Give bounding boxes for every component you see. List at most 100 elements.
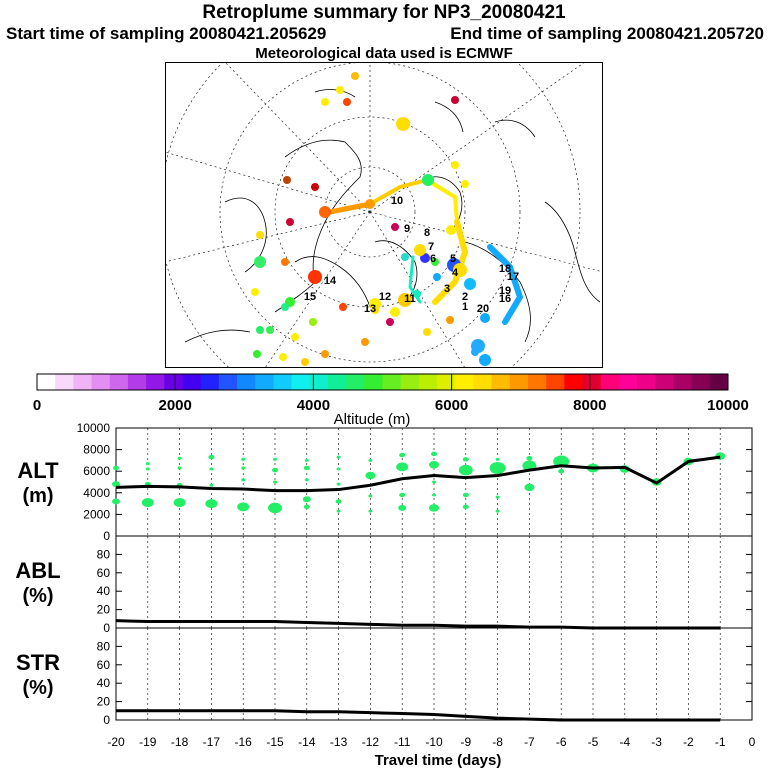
plume-dot: [446, 316, 454, 324]
y-tick-label: 0: [103, 529, 110, 543]
cluster-bubble: [526, 455, 533, 461]
colorbar-tick-label: 2000: [159, 397, 192, 414]
y-tick-label: 80: [97, 547, 111, 561]
cluster-bubble: [429, 504, 439, 512]
cluster-bubble: [396, 462, 409, 472]
colorbar-swatch: [637, 374, 656, 390]
cluster-bubble: [145, 467, 150, 471]
colorbar-swatch: [546, 374, 565, 390]
x-tick-label: -18: [171, 735, 189, 749]
y-tick-label: 60: [97, 658, 111, 672]
plume-dot: [451, 96, 459, 104]
x-tick-label: -2: [683, 735, 694, 749]
cluster-bubble: [335, 499, 342, 504]
cluster-bubble: [558, 468, 565, 474]
plume-dot: [301, 358, 309, 366]
cluster-bubble: [273, 457, 277, 461]
plume-day-label: 7: [428, 241, 434, 253]
cluster-bubble: [302, 496, 311, 503]
cluster-bubble: [336, 482, 341, 486]
plume-dot: [256, 326, 264, 334]
start-time-label: Start time of sampling 20080421.205629: [6, 24, 327, 43]
cluster-bubble: [113, 465, 119, 471]
cluster-bubble: [177, 466, 182, 470]
y-tick-label: 6000: [83, 464, 110, 478]
cluster-bubble: [112, 481, 120, 488]
cluster-bubble: [399, 452, 406, 458]
y-tick-label: 20: [97, 695, 111, 709]
colorbar-swatch: [146, 374, 165, 390]
y-axis-label: STR: [16, 650, 60, 675]
colorbar-swatch: [255, 374, 274, 390]
y-tick-label: 40: [97, 584, 111, 598]
colorbar-ticks: 0 2000 4000 6000 8000 10000: [33, 374, 749, 414]
x-tick-label: -12: [362, 735, 380, 749]
series-line: [116, 709, 721, 722]
colorbar-swatch: [473, 374, 493, 390]
colorbar-swatches: [36, 373, 729, 391]
colorbar-swatch: [237, 374, 256, 390]
y-tick-label: 2000: [83, 507, 110, 521]
colorbar-swatch: [109, 374, 129, 390]
plume-dot: [361, 338, 369, 346]
plume-day-label: 20: [477, 303, 489, 315]
plume-day-label: 9: [404, 223, 410, 235]
cluster-bubble: [272, 467, 278, 473]
plume-dot: [396, 117, 410, 131]
x-tick-label: -7: [524, 735, 535, 749]
plume-dot: [422, 174, 434, 186]
y-tick-label: 20: [97, 603, 111, 617]
cluster-bubble: [209, 483, 214, 487]
plume-dot: [480, 313, 490, 323]
colorbar-swatch: [618, 374, 638, 390]
colorbar-swatch: [37, 374, 56, 390]
cluster-bubble: [495, 495, 500, 499]
colorbar-swatch: [564, 374, 584, 390]
colorbar-swatch: [582, 374, 602, 390]
plume-dot: [371, 306, 379, 314]
cluster-bubble: [141, 498, 154, 508]
plume-dot: [308, 270, 322, 284]
y-axis-unit: (%): [22, 677, 53, 699]
colorbar-swatch: [509, 374, 529, 390]
panel-abl: 0 20 40 60 80 ABL(%): [15, 535, 753, 635]
y-axis-label: ALT: [17, 458, 59, 483]
cluster-bubble: [241, 466, 246, 470]
plume-dot: [453, 263, 467, 277]
colorbar-swatch: [200, 374, 220, 390]
plume-dot: [336, 86, 344, 94]
plume-dot: [321, 98, 329, 106]
plume-dot: [254, 256, 266, 268]
cluster-bubble: [368, 509, 373, 513]
cluster-bubble: [336, 455, 341, 459]
plume-dot: [339, 303, 347, 311]
colorbar-tick-label: 6000: [435, 397, 468, 414]
colorbar-swatch: [218, 374, 238, 390]
plume-dot: [281, 303, 289, 311]
cluster-bubble: [145, 462, 150, 466]
plume-dot: [464, 278, 476, 290]
plume-day-label: 19: [499, 285, 511, 297]
x-tick-label: -1: [715, 735, 726, 749]
colorbar-label: Altitude (m): [334, 411, 411, 428]
cluster-bubble: [336, 509, 341, 513]
colorbar-swatch: [91, 374, 111, 390]
panel-alt: 0 2000 4000 6000 8000 10000 ALT(m): [17, 421, 753, 543]
cluster-bubble: [432, 480, 436, 484]
plume-dot: [391, 223, 399, 231]
cluster-bubble: [368, 494, 373, 498]
colorbar-swatch: [273, 374, 293, 390]
cluster-bubble: [429, 460, 439, 469]
plume-day-label: 8: [424, 227, 430, 239]
x-tick-label: -11: [394, 735, 411, 749]
cluster-bubble: [336, 467, 341, 471]
colorbar-swatch: [73, 374, 93, 390]
cluster-bubble: [304, 458, 309, 462]
cluster-bubble: [368, 458, 373, 462]
plume-day-label: 13: [364, 303, 376, 315]
plume-dot: [351, 72, 359, 80]
cluster-bubble: [432, 493, 436, 497]
x-tick-label: 0: [749, 735, 756, 749]
plume-dot: [446, 225, 456, 235]
